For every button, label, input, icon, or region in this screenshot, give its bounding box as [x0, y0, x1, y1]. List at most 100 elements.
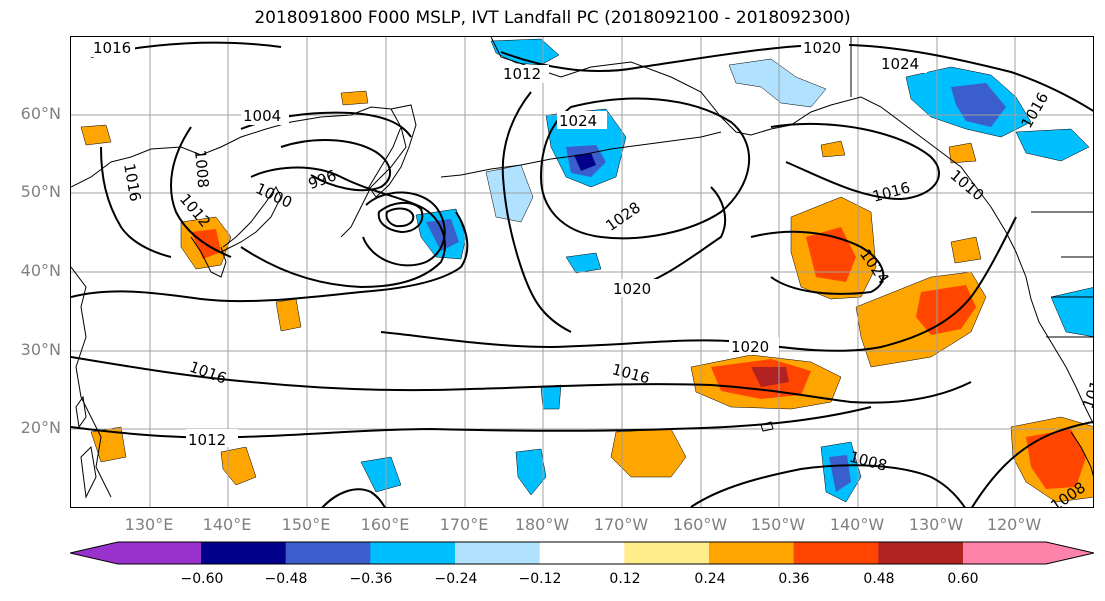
colorbar-tick: −0.24 [434, 571, 478, 587]
label-bg [557, 111, 607, 129]
isobar [362, 191, 446, 267]
label-bg [501, 65, 549, 83]
coastlines [71, 37, 1093, 499]
state-borders [850, 37, 1093, 338]
coastline-china [71, 266, 112, 498]
lat-label-30n: 30°N [20, 340, 61, 359]
negative-anomaly-region [829, 455, 851, 492]
contour-label: 1016 [871, 178, 913, 205]
colorbar-segment [963, 542, 1094, 564]
label-bg [801, 39, 849, 57]
lat-label-60n: 60°N [20, 104, 61, 123]
positive-anomaly-region [80, 124, 112, 146]
isobar [971, 421, 1093, 507]
contour-label: 1016 [120, 162, 144, 203]
positive-anomaly-region [275, 298, 302, 332]
isobar [321, 488, 386, 507]
negative-anomaly-region [574, 153, 596, 171]
contour-label: 996 [306, 166, 339, 193]
negative-anomaly-region [540, 384, 562, 410]
contour-label: 1024 [881, 55, 919, 73]
positive-anomaly-region [220, 446, 257, 486]
colorbar-tick: −0.60 [180, 571, 224, 587]
contour-label: 1012 [188, 431, 226, 449]
positive-anomaly-region [948, 142, 977, 164]
colorbar-segment [70, 542, 201, 564]
negative-anomaly-region [951, 83, 1006, 127]
isobar [71, 356, 972, 404]
label-bg [91, 39, 135, 57]
contour-label: 1016 [1079, 369, 1094, 411]
isobar [750, 230, 885, 295]
colorbar-tick: −0.12 [518, 571, 562, 587]
colorbar-segment [539, 542, 625, 564]
positive-anomaly-region [1026, 429, 1086, 489]
label-bg [186, 429, 238, 447]
coastline-aleutians [440, 131, 722, 178]
colorbar-tick: 0.24 [694, 571, 726, 587]
coastline-japan [220, 186, 282, 253]
lon-label-130e: 130°E [124, 515, 174, 534]
colorbar-segment [624, 542, 710, 564]
coastline-north-america [990, 206, 1093, 425]
lon-label-150e: 150°E [281, 515, 331, 534]
colorbar-tick: 0.12 [609, 571, 641, 587]
contour-label: 1016 [93, 39, 131, 57]
label-bg [611, 279, 661, 297]
isobar [539, 97, 750, 240]
colorbar-tick: 0.60 [947, 571, 979, 587]
lon-label-180w: 180°W [514, 515, 570, 534]
isobar [385, 207, 415, 228]
colorbar-tick: −0.36 [349, 571, 393, 587]
colorbar-segment [455, 542, 541, 564]
contour-label: 1028 [602, 198, 644, 235]
lat-label-50n: 50°N [20, 182, 61, 201]
colorbar-segment [370, 542, 456, 564]
mslp-contours [71, 41, 1093, 507]
contour-label: 1012 [503, 65, 541, 83]
colorbar-segment [878, 542, 964, 564]
lon-label-150w: 150°W [750, 515, 806, 534]
negative-anomaly-region [565, 252, 602, 274]
map-canvas: 1016 1012 1020 1024 1016 1004 1008 1016 … [71, 37, 1094, 507]
negative-anomaly-region [426, 219, 459, 251]
positive-anomaly-region [950, 236, 982, 264]
lat-label-40n: 40°N [20, 261, 61, 280]
map-title: 2018091800 F000 MSLP, IVT Landfall PC (2… [254, 8, 851, 28]
contour-label: 1004 [243, 107, 281, 125]
colorbar [70, 541, 1094, 565]
isobar [71, 211, 469, 303]
isobar [377, 201, 424, 234]
contour-label: 1020 [731, 338, 769, 356]
lon-label-170e: 170°E [439, 515, 489, 534]
negative-anomaly-region [1050, 287, 1093, 337]
lon-label-160w: 160°W [672, 515, 728, 534]
positive-anomaly-region [340, 90, 369, 106]
isobar [501, 91, 572, 333]
lon-label-140w: 140°W [829, 515, 885, 534]
coastline-taiwan [75, 395, 87, 429]
negative-anomaly-region [1015, 128, 1090, 162]
lon-label-170w: 170°W [593, 515, 649, 534]
lat-label-20n: 20°N [20, 418, 61, 437]
contour-label: 1016 [187, 358, 229, 388]
colorbar-tick: −0.48 [264, 571, 308, 587]
isobar [170, 126, 232, 258]
map-panel: 1016 1012 1020 1024 1016 1004 1008 1016 … [70, 36, 1094, 508]
contour-label: 1008 [191, 149, 212, 189]
contour-label: 1000 [253, 179, 295, 211]
coastline-philippines [80, 445, 97, 499]
lon-label-120w: 120°W [986, 515, 1042, 534]
negative-anomaly-region [515, 448, 547, 496]
colorbar-segment [201, 542, 287, 564]
coastline-asia [71, 106, 407, 238]
isobar [280, 139, 391, 192]
label-bg [879, 55, 927, 73]
lon-label-130w: 130°W [908, 515, 964, 534]
colorbar-tick: 0.48 [863, 571, 895, 587]
contour-label: 1020 [613, 280, 651, 298]
isobar [770, 122, 941, 201]
lon-label-160e: 160°E [360, 515, 410, 534]
isobar [850, 44, 1093, 112]
label-bg [729, 337, 779, 355]
